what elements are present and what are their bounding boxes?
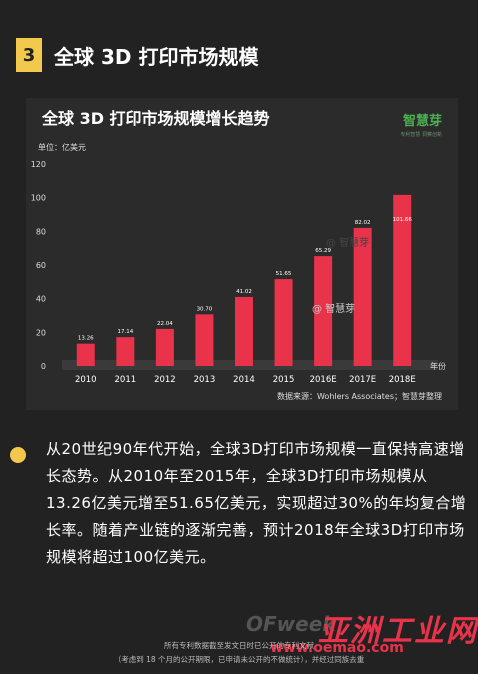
brand-name: 智慧芽 — [402, 114, 442, 129]
footer-line-2: （考虑到 18 个月的公开期限，已申请未公开的不做统计），并经过同族去重 — [113, 655, 365, 664]
x-tick-label: 2015 — [273, 375, 295, 385]
bar — [393, 194, 412, 366]
x-tick-label: 2018E — [389, 375, 416, 385]
bar — [76, 343, 95, 366]
section-number-badge: 3 — [16, 38, 42, 72]
y-tick-label: 100 — [31, 194, 46, 203]
bar-value-label: 41.02 — [236, 289, 252, 295]
chart-watermark: @ 智慧芽 — [312, 302, 355, 315]
footer-line-1: 所有专利数据截至发文日时已公开的专利文献 — [164, 641, 314, 650]
chart-title: 全球 3D 打印市场规模增长趋势 — [42, 109, 270, 128]
watermark-ofweek: OFweek — [246, 612, 336, 636]
bar-value-label: 30.70 — [197, 306, 213, 312]
y-tick-label: 40 — [36, 295, 46, 304]
bar — [353, 227, 372, 366]
x-tick-label: 2014 — [233, 375, 255, 385]
bar-value-label: 51.65 — [276, 271, 292, 277]
chart-card: 单位：亿美元 0 20 40 60 80 100 120 年份 13.26 2010 17.14 201… — [26, 98, 458, 410]
bar — [314, 256, 333, 366]
section-header: 3 全球 3D 打印市场规模 — [16, 38, 258, 72]
x-tick-label: 2016E — [310, 375, 337, 385]
x-tick-label: 2011 — [115, 375, 137, 385]
y-tick-label: 0 — [41, 362, 46, 371]
bar-value-label: 17.14 — [117, 329, 133, 335]
x-tick-label: 2012 — [154, 375, 176, 385]
x-tick-label: 2017E — [349, 375, 376, 385]
y-tick-label: 60 — [36, 261, 46, 270]
bar-value-label: 82.02 — [355, 220, 371, 226]
x-axis-label: 年份 — [430, 361, 446, 371]
y-unit-label: 单位：亿美元 — [38, 142, 86, 152]
bar — [274, 279, 293, 366]
bar — [195, 314, 214, 366]
bar — [155, 328, 174, 366]
bar-value-label: 13.26 — [78, 336, 94, 342]
bar — [116, 337, 135, 366]
chart-watermark-faint: @ 智慧芽 — [326, 236, 369, 249]
source-note: 数据来源：Wohlers Associates；智慧芽整理 — [276, 392, 442, 401]
bar-chart: 单位：亿美元 0 20 40 60 80 100 120 年份 13.26 2010 17.14 201… — [31, 142, 446, 385]
bar-value-label: 65.29 — [315, 248, 331, 254]
y-tick-label: 20 — [36, 328, 46, 337]
brand-logo: 智慧芽 专利智慧 洞察创新 — [400, 110, 442, 138]
watermark-site: www.oemao.com — [270, 640, 404, 656]
y-tick-label: 80 — [36, 227, 46, 236]
bullet-paragraph: 从20世纪90年代开始，全球3D打印市场规模一直保持高速增长态势。从2010年至… — [46, 440, 467, 566]
brand-subtitle: 专利智慧 洞察创新 — [400, 132, 442, 138]
bullet-dot — [10, 447, 26, 463]
x-tick-label: 2013 — [194, 375, 216, 385]
bar — [235, 296, 253, 366]
y-tick-label: 120 — [31, 160, 46, 169]
watermark-asia-industry: 亚洲工业网 — [318, 614, 478, 649]
bar-value-label: 22.04 — [157, 321, 173, 327]
section-title: 全球 3D 打印市场规模 — [54, 44, 259, 69]
x-tick-label: 2010 — [75, 375, 97, 385]
bar-value-label: 101.66 — [393, 217, 413, 223]
